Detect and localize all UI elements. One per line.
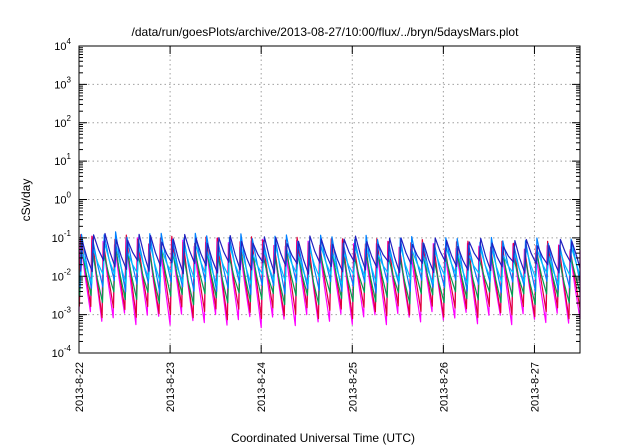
x-tick-labels: 2013-8-22 2013-8-23 2013-8-24 2013-8-25 2013… bbox=[74, 362, 541, 412]
y-tick-labels: 10-4 10-3 10-2 10-1 100 101 102 103 104 bbox=[52, 37, 72, 360]
x-axis-label: Coordinated Universal Time (UTC) bbox=[231, 431, 415, 445]
y-axis-label: cSv/day bbox=[19, 179, 33, 222]
data-series-group bbox=[78, 231, 581, 329]
y-tick-label: 10-1 bbox=[52, 229, 72, 245]
y-tick-label: 102 bbox=[54, 114, 71, 130]
x-tick-label: 2013-8-27 bbox=[529, 362, 541, 412]
x-tick-label: 2013-8-24 bbox=[256, 362, 268, 412]
y-tick-label: 104 bbox=[54, 37, 71, 53]
chart-title: /data/run/goesPlots/archive/2013-08-27/1… bbox=[132, 25, 520, 39]
x-tick-label: 2013-8-23 bbox=[165, 362, 177, 412]
y-tick-label: 100 bbox=[54, 191, 71, 207]
series-line bbox=[78, 234, 581, 321]
x-tick-label: 2013-8-22 bbox=[74, 362, 86, 412]
y-tick-label: 10-2 bbox=[52, 267, 72, 283]
x-tick-label: 2013-8-25 bbox=[347, 362, 359, 412]
series-line bbox=[80, 232, 581, 275]
axis-ticks bbox=[78, 45, 580, 354]
y-tick-label: 10-4 bbox=[52, 344, 72, 360]
y-tick-label: 103 bbox=[54, 75, 71, 91]
grid-lines bbox=[79, 46, 580, 353]
series-line bbox=[78, 235, 581, 329]
y-tick-label: 101 bbox=[54, 152, 71, 168]
x-tick-label: 2013-8-26 bbox=[438, 362, 450, 412]
y-tick-label: 10-3 bbox=[52, 306, 72, 322]
